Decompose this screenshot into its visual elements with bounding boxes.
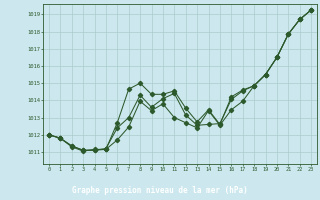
Text: Graphe pression niveau de la mer (hPa): Graphe pression niveau de la mer (hPa) — [72, 186, 248, 195]
